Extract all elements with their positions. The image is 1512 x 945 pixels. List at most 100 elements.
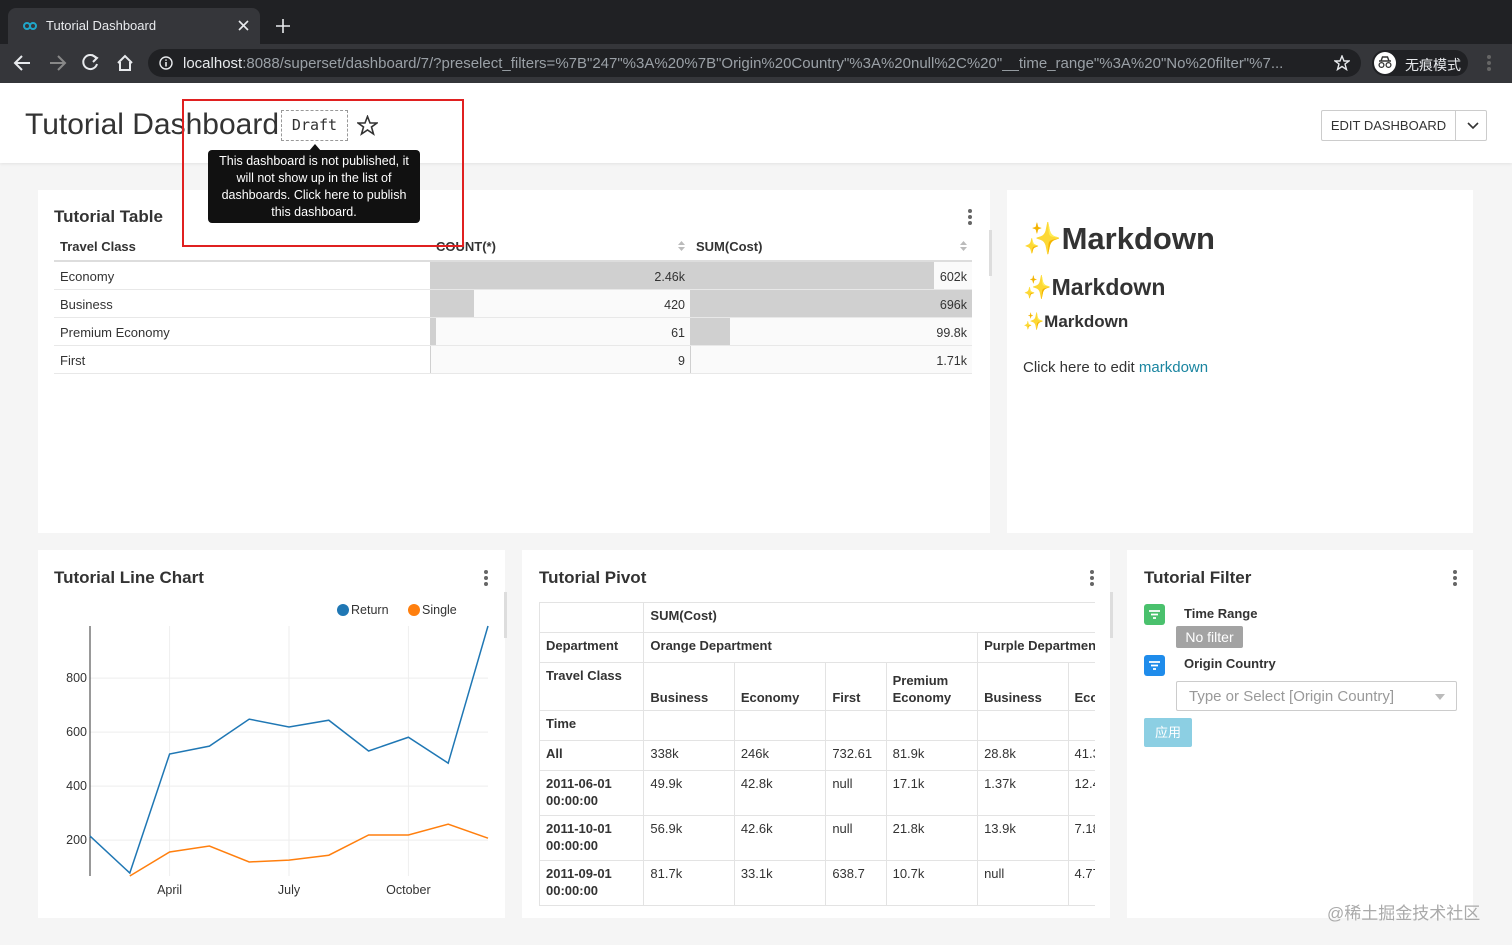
markdown-link[interactable]: markdown bbox=[1138, 359, 1209, 376]
pivot-cell: Department bbox=[539, 632, 645, 663]
card-title: Tutorial Line Chart bbox=[54, 568, 204, 587]
pivot-wrap: SUM(Cost) Department Orange Department Purp… bbox=[539, 602, 1095, 906]
pivot-row: SUM(Cost) bbox=[539, 602, 1095, 633]
sort-icon bbox=[960, 241, 967, 251]
pivot-cell: Business bbox=[643, 662, 735, 711]
sort-icon bbox=[678, 241, 685, 251]
card-title: Tutorial Pivot bbox=[539, 568, 647, 587]
pivot-cell: null bbox=[977, 860, 1069, 906]
pivot-cell: null bbox=[825, 770, 887, 816]
pivot-cell: Travel Class bbox=[539, 662, 645, 711]
pivot-cell: 17.1k bbox=[885, 770, 979, 816]
pivot-cell bbox=[977, 710, 1069, 741]
row-label: Premium Economy bbox=[60, 325, 170, 340]
pivot-cell: 49.9k bbox=[643, 770, 735, 816]
y-tick-label: 400 bbox=[66, 779, 87, 793]
pivot-cell: 7.18k bbox=[1067, 815, 1095, 861]
cell-value: 420 bbox=[664, 298, 685, 312]
pivot-row: 2011-10-01 00:00:00 56.9k 42.6k null 21.8k 13… bbox=[539, 815, 1095, 861]
pivot-cell: 1.37k bbox=[977, 770, 1069, 816]
pivot-row: Time bbox=[539, 710, 1095, 741]
legend-label: Single bbox=[422, 603, 457, 617]
time-range-value[interactable]: No filter bbox=[1176, 626, 1243, 648]
cell-bar bbox=[430, 262, 690, 290]
url-host: localhost bbox=[183, 55, 243, 72]
line-chart: 200 400 600 800 April July October Return Single bbox=[66, 603, 489, 897]
dropdown-caret[interactable] bbox=[1467, 122, 1479, 130]
tab-close[interactable] bbox=[238, 20, 249, 31]
pivot-cell bbox=[643, 710, 735, 741]
legend-item[interactable]: Single bbox=[408, 603, 457, 617]
cell-bar bbox=[430, 318, 437, 346]
cell-value: 99.8k bbox=[936, 326, 967, 340]
pivot-cell: All bbox=[539, 740, 645, 771]
cell-bg bbox=[430, 346, 690, 374]
draft-badge[interactable]: Draft bbox=[281, 110, 348, 141]
new-tab[interactable] bbox=[276, 19, 290, 33]
card-menu[interactable] bbox=[484, 570, 488, 588]
card-title: Tutorial Filter bbox=[1144, 568, 1252, 587]
cell-value: 602k bbox=[939, 270, 967, 284]
sort-arrows bbox=[960, 241, 967, 251]
origin-select[interactable]: Type or Select [Origin Country] bbox=[1176, 681, 1457, 711]
pivot-row: Travel Class Business Economy First Premium … bbox=[539, 662, 1095, 711]
pivot-cell: 81.9k bbox=[885, 740, 979, 771]
tab[interactable]: Tutorial Dashboard bbox=[8, 8, 260, 44]
nav-buttons[interactable] bbox=[12, 52, 142, 74]
pivot-cell: 12.4k bbox=[1067, 770, 1095, 816]
pivot-cell: Economy bbox=[733, 662, 827, 711]
pivot-card: Tutorial Pivot SUM(Cost) Department Orange… bbox=[522, 550, 1110, 918]
legend-item[interactable]: Return bbox=[337, 603, 389, 617]
cell-value: 696k bbox=[939, 298, 967, 312]
row-label: Business bbox=[60, 297, 113, 312]
row-label: First bbox=[60, 353, 86, 368]
profile[interactable]: 无痕模式 bbox=[1372, 50, 1468, 76]
edit-dashboard-button[interactable]: EDIT DASHBOARD bbox=[1322, 111, 1456, 140]
row-rule bbox=[54, 345, 972, 346]
address-bar[interactable]: localhost:8088/superset/dashboard/7/?pre… bbox=[148, 49, 1361, 77]
favorite-star[interactable] bbox=[357, 115, 378, 136]
pivot-cell: 28.8k bbox=[977, 740, 1069, 771]
sort-arrows bbox=[678, 241, 685, 251]
dashboard-title[interactable]: Tutorial Dashboard bbox=[25, 108, 280, 141]
card-menu[interactable] bbox=[1090, 570, 1094, 588]
column-header: Travel Class bbox=[60, 239, 136, 254]
markdown-h1: ✨Markdown bbox=[1023, 221, 1215, 256]
cell-bar bbox=[430, 346, 431, 374]
pivot-cell: 246k bbox=[733, 740, 827, 771]
cell-bar bbox=[690, 262, 934, 290]
cell-bg bbox=[690, 346, 972, 374]
browser-menu[interactable] bbox=[1487, 55, 1491, 73]
pivot-cell: 13.9k bbox=[977, 815, 1069, 861]
edit-group: EDIT DASHBOARD bbox=[1321, 110, 1487, 141]
bookmark-star[interactable] bbox=[1334, 55, 1350, 71]
favicon bbox=[23, 22, 37, 30]
row-label: Economy bbox=[60, 269, 115, 284]
line-chart-card: Tutorial Line Chart 200 400 600 800 April Jul… bbox=[38, 550, 505, 918]
scrollbar bbox=[504, 592, 507, 638]
cell-bar bbox=[690, 318, 731, 346]
pivot-cell: 56.9k bbox=[643, 815, 735, 861]
pivot-cell: Orange Department bbox=[643, 632, 979, 663]
profile-label: 无痕模式 bbox=[1405, 57, 1461, 73]
cell-value: 2.46k bbox=[654, 270, 685, 284]
pivot-row: Department Orange Department Purple Depart… bbox=[539, 632, 1095, 663]
card-title: Tutorial Table bbox=[54, 207, 163, 226]
pivot-cell: 2011-09-01 00:00:00 bbox=[539, 860, 645, 906]
x-tick-label: April bbox=[157, 883, 182, 897]
pivot-cell: Purple Department bbox=[977, 632, 1095, 663]
apply-button[interactable]: 应用 bbox=[1144, 718, 1192, 747]
y-tick-label: 200 bbox=[66, 833, 87, 847]
y-tick-label: 800 bbox=[66, 671, 87, 685]
card-menu[interactable] bbox=[968, 209, 972, 227]
card-menu[interactable] bbox=[1453, 570, 1457, 588]
filter-label: Origin Country bbox=[1184, 656, 1276, 671]
cell-bg bbox=[690, 318, 972, 346]
pivot-cell: 21.8k bbox=[885, 815, 979, 861]
pivot-cell: 338k bbox=[643, 740, 735, 771]
incognito-icon bbox=[1374, 52, 1396, 74]
pivot-cell: 4.77k bbox=[1067, 860, 1095, 906]
pivot-cell: Time bbox=[539, 710, 645, 741]
